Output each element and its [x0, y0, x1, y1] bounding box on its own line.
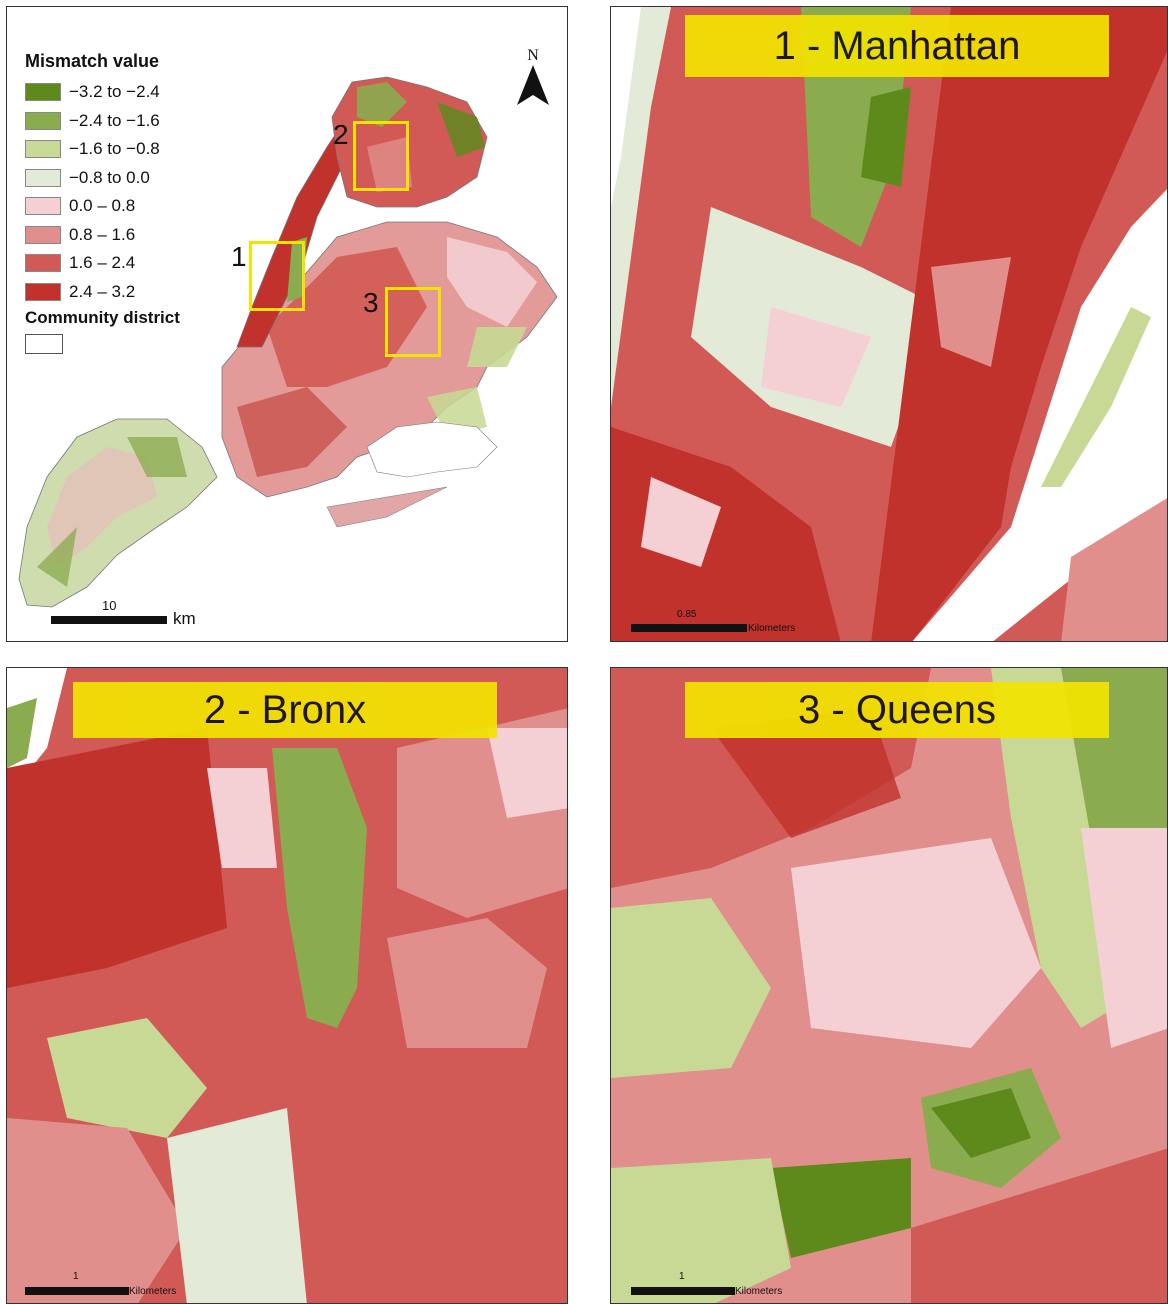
- panel-title-manhattan: 1 - Manhattan: [685, 15, 1109, 77]
- legend-item: −0.8 to 0.0: [25, 164, 180, 193]
- legend-swatch: [25, 197, 61, 216]
- legend-item-label: 2.4 – 3.2: [69, 281, 136, 301]
- manhattan-scale-bar: [631, 624, 747, 632]
- legend-swatch: [25, 140, 61, 159]
- zoom-box-2: [353, 121, 409, 191]
- queens-map: [611, 668, 1167, 1303]
- manhattan-map: [611, 7, 1167, 641]
- queens-scale-value: 1: [679, 1271, 685, 1282]
- legend-district-label: Community district: [25, 308, 180, 327]
- legend-items: −3.2 to −2.4 −2.4 to −1.6 −1.6 to −0.8 −0.8…: [25, 78, 180, 306]
- legend-item-label: −1.6 to −0.8: [69, 139, 160, 159]
- legend-item: −3.2 to −2.4: [25, 78, 180, 107]
- legend-item: 2.4 – 3.2: [25, 278, 180, 307]
- legend-item-label: 0.8 – 1.6: [69, 224, 136, 244]
- manhattan-scale-value: 0.85: [677, 609, 697, 620]
- zoom-number-1: 1: [231, 241, 247, 272]
- jamaica-bay: [366, 421, 498, 478]
- overview-map-panel: Mismatch value −3.2 to −2.4 −2.4 to −1.6−…: [6, 6, 568, 642]
- legend-swatch: [25, 83, 61, 102]
- legend-swatch: [25, 282, 61, 301]
- bronx-map: [7, 668, 567, 1303]
- legend-swatch: [25, 111, 61, 130]
- overview-scale-bar: [51, 616, 167, 624]
- north-arrow-icon: [517, 65, 549, 105]
- legend: Mismatch value −3.2 to −2.4 −2.4 to −1.6−…: [25, 51, 180, 354]
- legend-swatch: [25, 254, 61, 273]
- bronx-scale-bar: [25, 1287, 129, 1295]
- north-arrow: N: [513, 47, 553, 110]
- panel-title-bronx: 2 - Bronx: [73, 682, 497, 738]
- queens-scale-bar: [631, 1287, 735, 1295]
- legend-item-label: −3.2 to −2.4: [69, 82, 160, 102]
- bronx-scale-value: 1: [73, 1271, 79, 1282]
- overview-map: [18, 76, 558, 608]
- zoom-number-3: 3: [363, 287, 379, 318]
- legend-item: −1.6 to −0.8: [25, 135, 180, 164]
- overview-scale-value: 10: [102, 598, 117, 613]
- queens-panel: 3 - Queens 1 Kilometers: [610, 667, 1168, 1304]
- manhattan-scale-unit: Kilometers: [748, 623, 796, 634]
- zoom-box-1: [249, 241, 305, 311]
- legend-title: Mismatch value: [25, 51, 160, 71]
- district-swatch: [25, 334, 63, 354]
- bronx-panel: 2 - Bronx 1 Kilometers: [6, 667, 568, 1304]
- north-label: N: [527, 47, 539, 64]
- legend-item: 1.6 – 2.4: [25, 249, 180, 278]
- panel-title-queens: 3 - Queens: [685, 682, 1109, 738]
- legend-item: 0.0 – 0.8: [25, 192, 180, 221]
- legend-item-label: −2.4 to −1.6: [69, 110, 160, 130]
- zoom-number-2: 2: [333, 119, 349, 150]
- queens-scale-unit: Kilometers: [735, 1286, 783, 1297]
- legend-item: −2.4 to −1.6: [25, 107, 180, 136]
- legend-item-label: 1.6 – 2.4: [69, 253, 136, 273]
- manhattan-panel: 1 - Manhattan 0.85 Kilometers: [610, 6, 1168, 642]
- bronx-scale-unit: Kilometers: [129, 1286, 177, 1297]
- legend-item-label: 0.0 – 0.8: [69, 196, 136, 216]
- legend-item-label: −0.8 to 0.0: [69, 167, 150, 187]
- zoom-box-3: [385, 287, 441, 357]
- legend-swatch: [25, 168, 61, 187]
- legend-swatch: [25, 225, 61, 244]
- overview-scale-unit: km: [173, 609, 196, 628]
- legend-item: 0.8 – 1.6: [25, 221, 180, 250]
